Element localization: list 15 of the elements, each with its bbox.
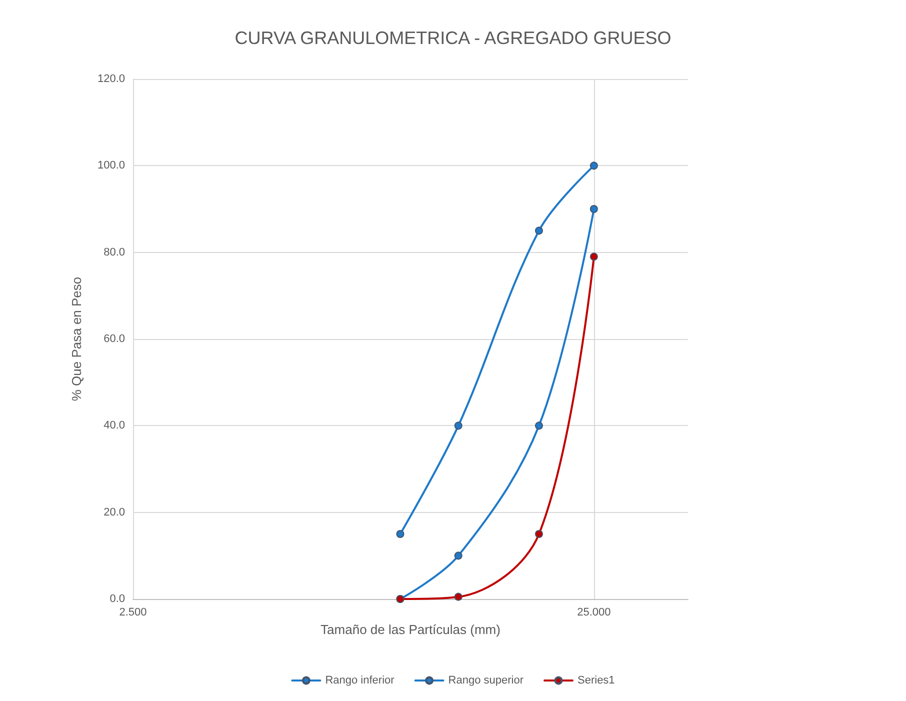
y-axis-title: % Que Pasa en Peso [69,276,84,402]
x-tick-label: 25.000 [577,606,611,618]
legend-label: Rango superior [448,674,524,686]
y-tick-label: 100.0 [97,160,125,172]
y-tick-label: 60.0 [104,333,125,345]
y-tick-label: 40.0 [104,420,125,432]
legend-label: Series1 [578,674,615,686]
legend-label: Rango inferior [325,674,395,686]
y-tick-label: 80.0 [104,246,125,258]
y-tick-label: 20.0 [104,506,125,518]
y-tick-label: 0.0 [110,593,125,605]
y-tick-label: 120.0 [97,73,125,85]
chart-title: CURVA GRANULOMETRICA - AGREGADO GRUESO [234,28,672,48]
x-tick-label: 2.500 [119,606,147,618]
x-axis-title: Tamaño de las Partículas (mm) [320,622,500,637]
